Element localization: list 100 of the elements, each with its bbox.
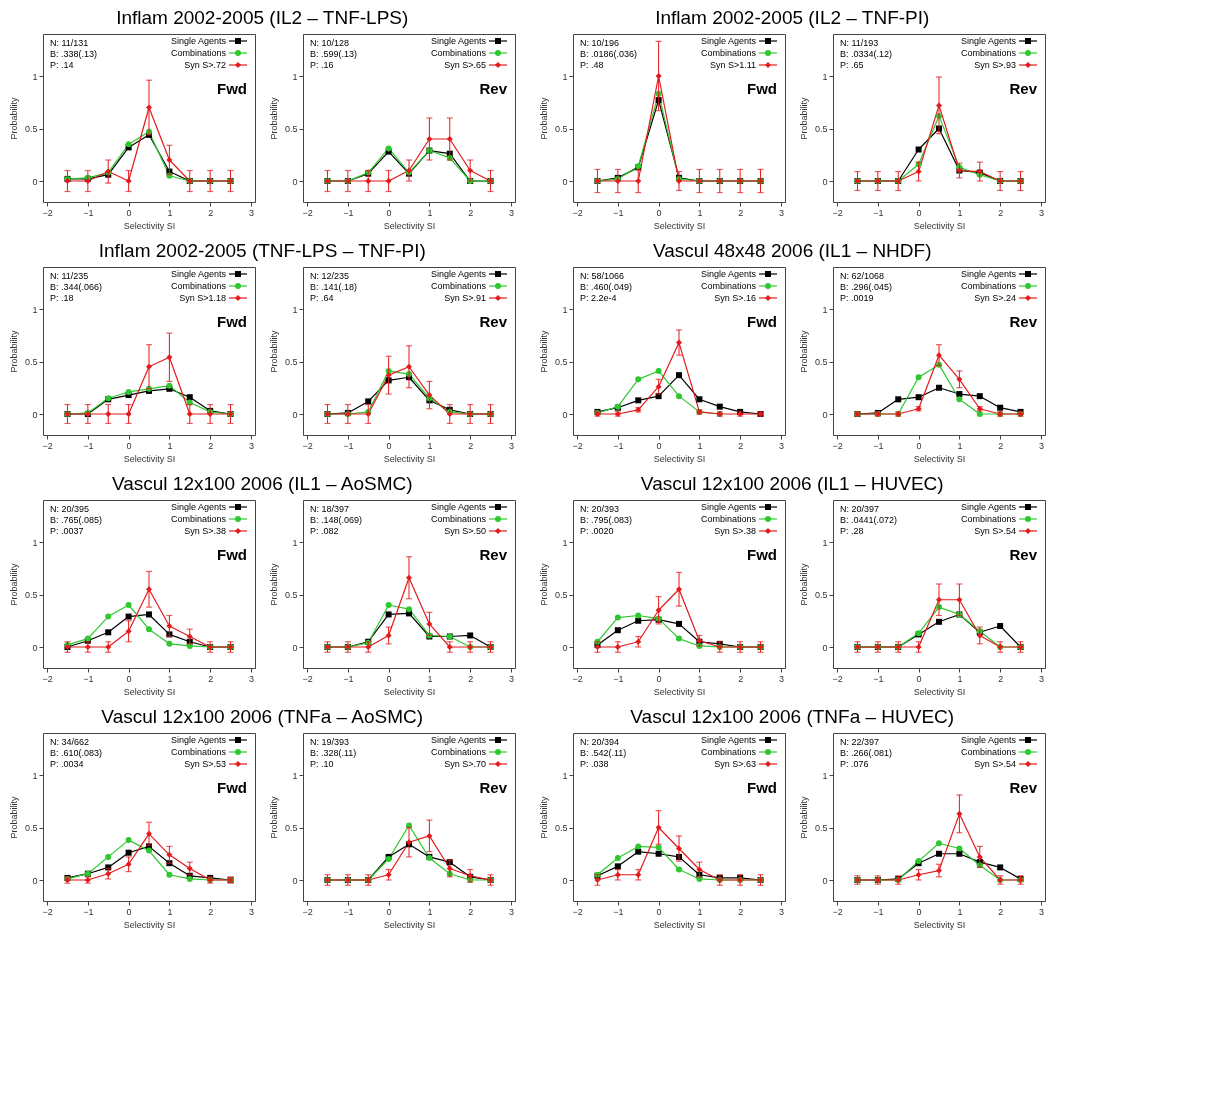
legend-label: Single Agents [430, 502, 487, 512]
annotation: N: 11/193 [840, 38, 879, 48]
annotation: B: .0441(.072) [840, 515, 898, 525]
annotation: P: .16 [310, 60, 334, 70]
x-tick-label: 3 [508, 207, 514, 218]
x-tick-label: 1 [427, 906, 433, 917]
legend-label: Syn S>.63 [714, 759, 756, 769]
y-axis-title: Probability [8, 796, 19, 839]
x-tick-label: −2 [42, 673, 53, 684]
annotation: N: 58/1066 [580, 271, 625, 281]
y-axis-title: Probability [8, 97, 19, 140]
y-tick-label: 0 [822, 875, 828, 886]
annotation: Fwd [217, 313, 247, 330]
x-tick-label: 2 [468, 440, 474, 451]
legend-label: Single Agents [170, 269, 227, 279]
x-tick-label: 2 [468, 906, 474, 917]
y-tick-label: 0.5 [554, 823, 568, 833]
legend-label: Single Agents [960, 269, 1017, 279]
x-tick-label: 0 [126, 673, 132, 684]
y-tick-label: 0.5 [814, 823, 828, 833]
y-tick-label: 0.5 [554, 357, 568, 367]
y-tick-label: 0.5 [284, 590, 298, 600]
legend-label: Single Agents [960, 735, 1017, 745]
annotation: Rev [479, 546, 508, 563]
legend-label: Single Agents [430, 269, 487, 279]
x-tick-label: −2 [572, 207, 583, 218]
x-tick-label: 2 [998, 207, 1004, 218]
x-axis-title: Selectivity SI [913, 220, 966, 231]
annotation: N: 20/395 [50, 504, 90, 514]
y-axis-title: Probability [8, 563, 19, 606]
x-axis-title: Selectivity SI [913, 686, 966, 697]
legend-label: Single Agents [430, 735, 487, 745]
y-tick-label: 1 [562, 537, 568, 548]
x-tick-label: −1 [873, 673, 884, 684]
x-tick-label: −1 [613, 906, 624, 917]
annotation: Rev [479, 313, 508, 330]
x-axis-title: Selectivity SI [653, 686, 706, 697]
legend-label: Single Agents [960, 36, 1017, 46]
legend-label: Single Agents [700, 269, 757, 279]
x-tick-label: −2 [302, 207, 313, 218]
annotation: B: .0334(.12) [840, 49, 893, 59]
x-tick-label: −2 [302, 906, 313, 917]
legend-label: Syn S>.50 [444, 526, 486, 536]
x-axis-title: Selectivity SI [383, 686, 436, 697]
legend-label: Combinations [430, 514, 487, 524]
x-tick-label: 0 [126, 207, 132, 218]
y-tick-label: 0.5 [814, 124, 828, 134]
legend-label: Single Agents [430, 36, 487, 46]
x-tick-label: −2 [572, 906, 583, 917]
legend-label: Combinations [170, 514, 227, 524]
legend-label: Syn S>.16 [714, 293, 756, 303]
legend-label: Combinations [960, 747, 1017, 757]
x-tick-label: 0 [126, 440, 132, 451]
annotation: B: .765(.085) [50, 515, 103, 525]
annotation: B: .0186(.036) [580, 49, 638, 59]
y-axis-title: Probability [268, 330, 279, 373]
x-tick-label: −1 [873, 906, 884, 917]
annotation: B: .266(.081) [840, 748, 893, 758]
annotation: N: 11/131 [50, 38, 89, 48]
y-tick-label: 1 [822, 770, 828, 781]
y-tick-label: 0.5 [284, 823, 298, 833]
x-tick-label: −2 [302, 673, 313, 684]
x-tick-label: −2 [42, 906, 53, 917]
x-axis-title: Selectivity SI [123, 453, 176, 464]
legend-label: Syn S>.54 [974, 526, 1016, 536]
x-tick-label: 1 [957, 906, 963, 917]
annotation: B: .148(.069) [310, 515, 363, 525]
x-tick-label: 0 [386, 906, 392, 917]
y-tick-label: 0.5 [24, 357, 38, 367]
x-tick-label: −1 [343, 673, 354, 684]
y-axis-title: Probability [538, 97, 549, 140]
x-tick-label: 0 [386, 207, 392, 218]
y-axis-title: Probability [268, 796, 279, 839]
x-tick-label: −1 [83, 207, 94, 218]
y-axis-title: Probability [538, 330, 549, 373]
legend-label: Syn S>.65 [444, 60, 486, 70]
x-tick-label: 3 [248, 207, 254, 218]
x-tick-label: 3 [248, 906, 254, 917]
y-axis-title: Probability [798, 563, 809, 606]
annotation: N: 22/397 [840, 737, 880, 747]
x-tick-label: −1 [613, 673, 624, 684]
legend-label: Syn S>.24 [974, 293, 1016, 303]
x-tick-label: 1 [957, 207, 963, 218]
annotation: Rev [1009, 546, 1038, 563]
legend-label: Combinations [700, 747, 757, 757]
chart-title: Inflam 2002-2005 (TNF-LPS – TNF-PI) [98, 239, 426, 261]
annotation: N: 20/394 [580, 737, 620, 747]
legend-label: Syn S>.72 [184, 60, 226, 70]
x-tick-label: −2 [572, 673, 583, 684]
annotation: B: .338(.13) [50, 49, 98, 59]
y-axis-title: Probability [8, 330, 19, 373]
legend-label: Syn S>1.18 [179, 293, 226, 303]
y-tick-label: 1 [822, 537, 828, 548]
legend-label: Single Agents [960, 502, 1017, 512]
y-tick-label: 1 [562, 71, 568, 82]
y-tick-label: 0 [562, 642, 568, 653]
y-tick-label: 0 [32, 409, 38, 420]
legend-label: Single Agents [700, 735, 757, 745]
x-tick-label: 0 [916, 673, 922, 684]
x-tick-label: 3 [508, 673, 514, 684]
